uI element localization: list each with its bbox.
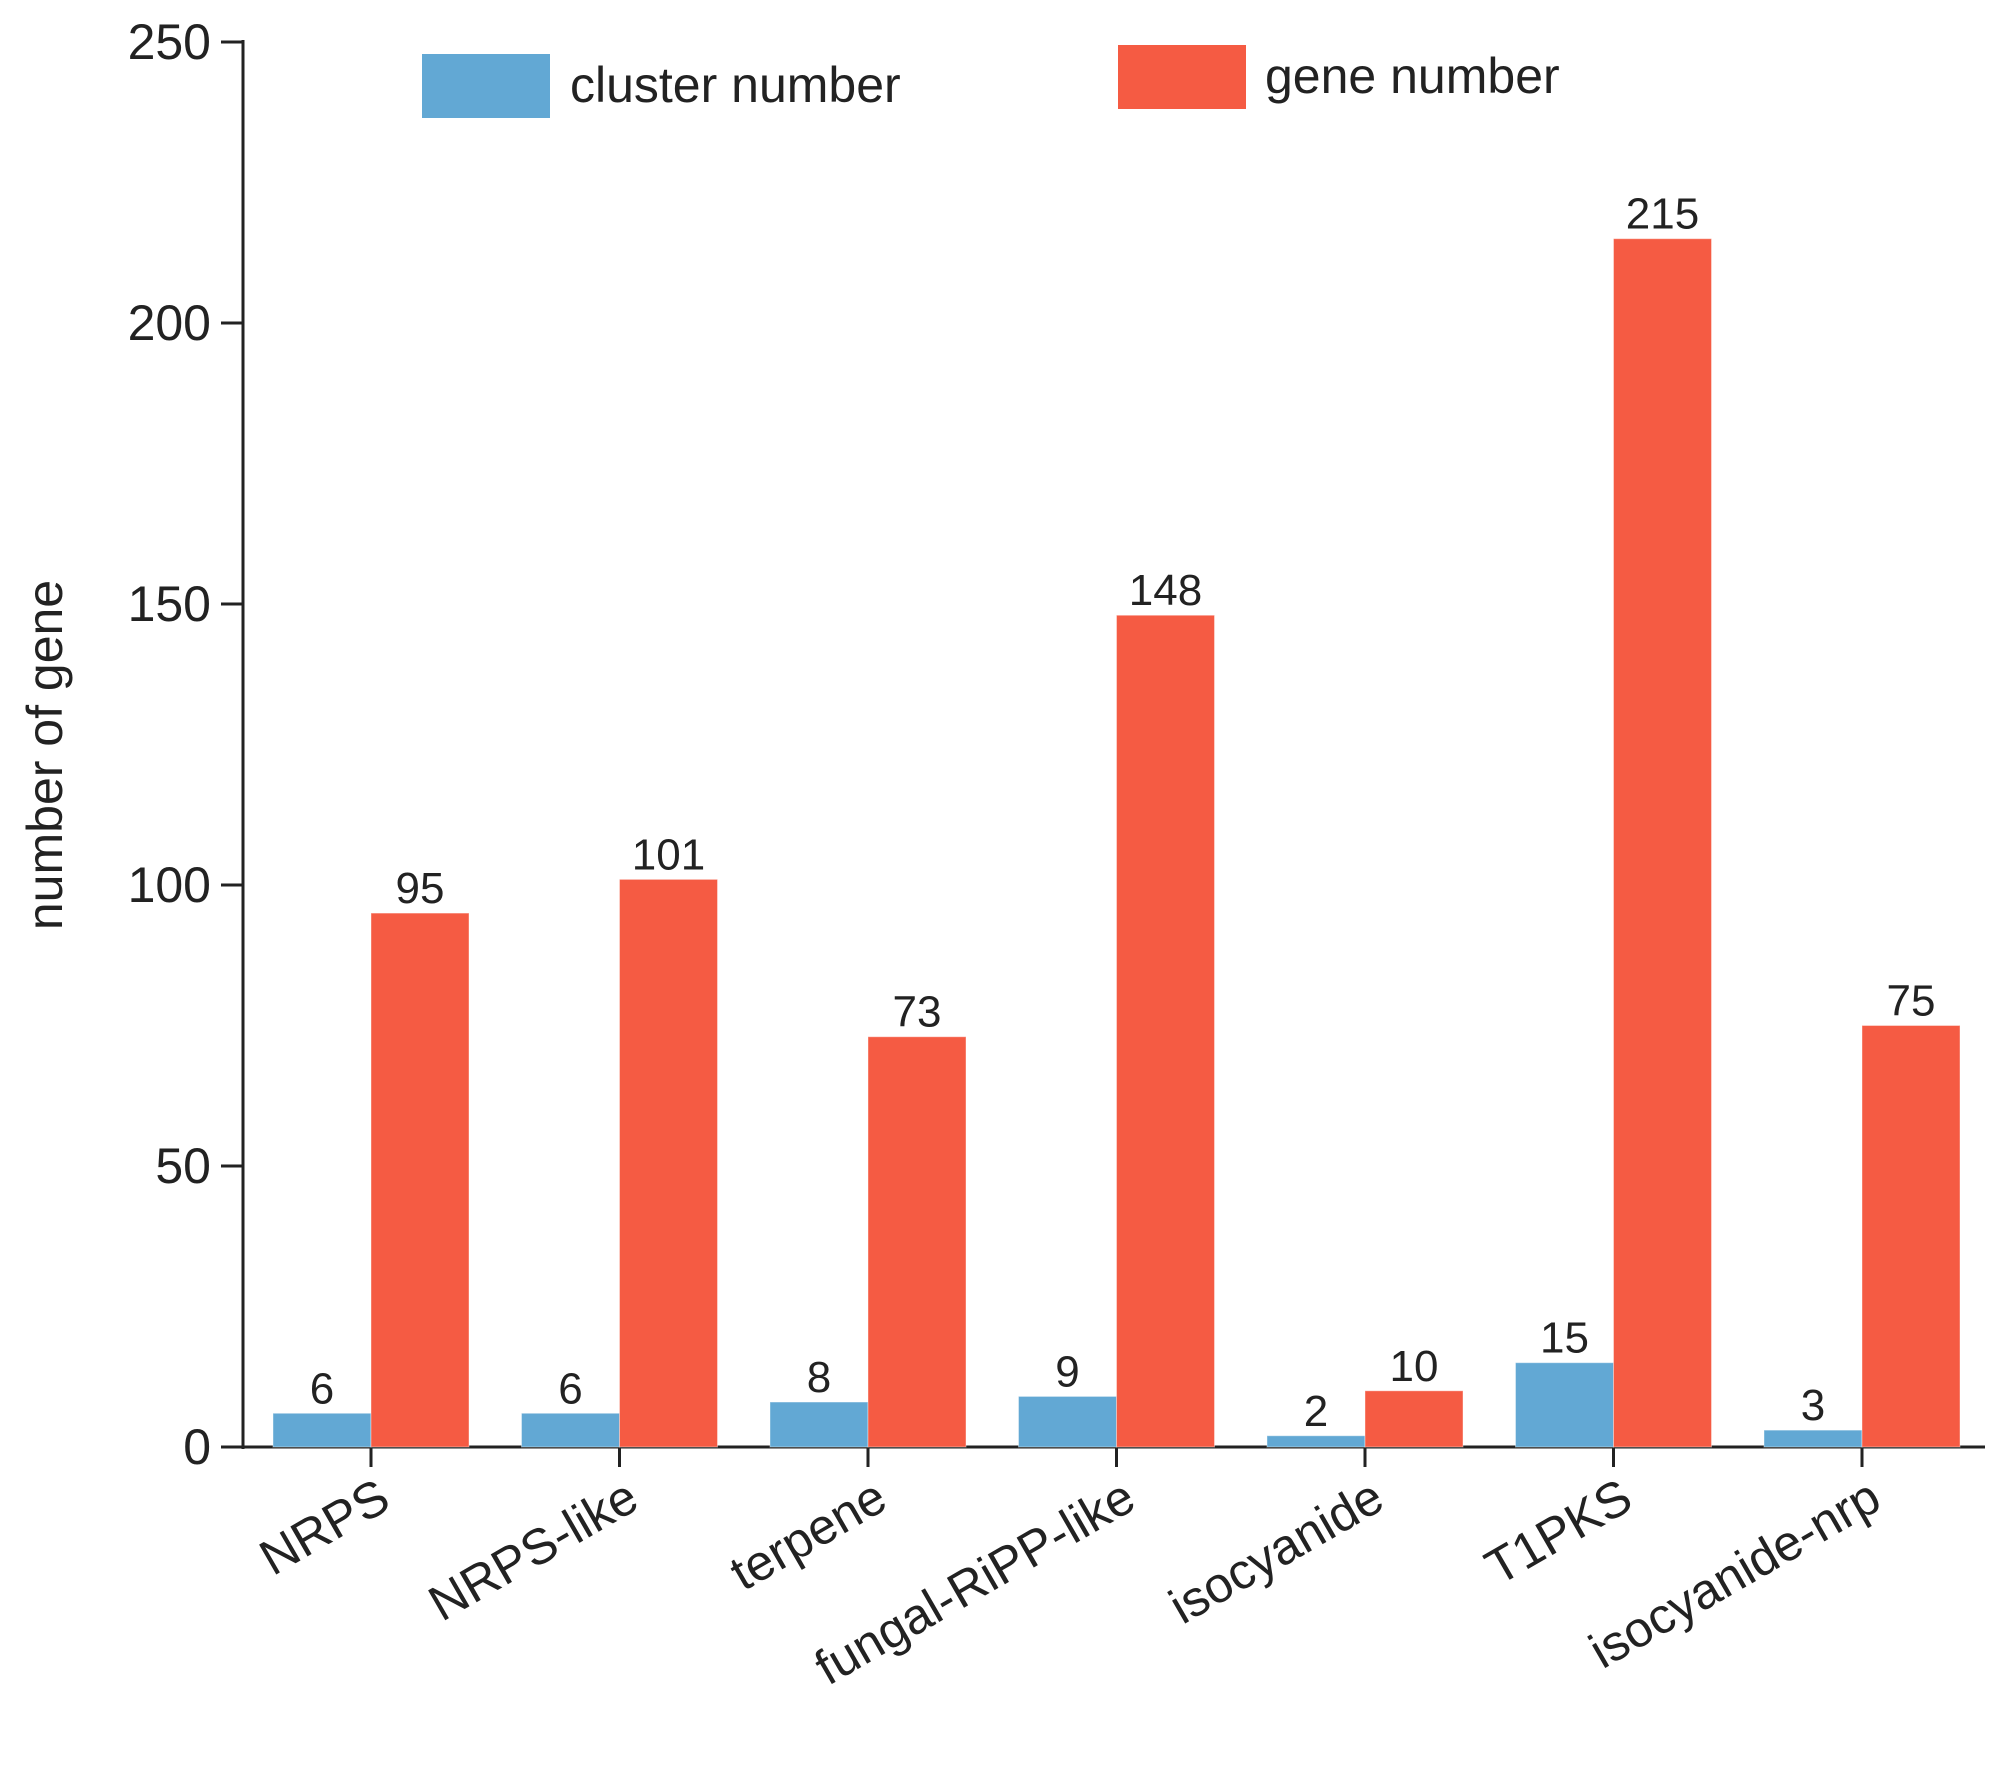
- gene-bar: [370, 912, 470, 1448]
- legend-swatch: [422, 54, 550, 118]
- y-tick-label: 200: [128, 295, 211, 351]
- gene-bar: [1861, 1025, 1961, 1448]
- x-tick-label: NRPS-like: [419, 1468, 647, 1632]
- cluster-bar: [1515, 1362, 1614, 1448]
- cluster-bar: [1763, 1429, 1863, 1448]
- data-label: 3: [1801, 1381, 1825, 1430]
- data-label: 8: [807, 1353, 831, 1402]
- data-label: 73: [893, 988, 942, 1037]
- data-label: 101: [632, 830, 705, 879]
- data-label: 2: [1304, 1387, 1328, 1436]
- x-tick-label: NRPS: [250, 1468, 398, 1586]
- y-tick-label: 100: [128, 857, 211, 913]
- gene-bar: [867, 1036, 967, 1448]
- gene-bar: [619, 878, 718, 1448]
- y-tick-label: 50: [155, 1138, 211, 1194]
- x-tick-label: isocyanide: [1160, 1468, 1393, 1635]
- x-tick-label: T1PKS: [1476, 1468, 1641, 1596]
- data-label: 75: [1887, 977, 1936, 1026]
- legend-label: gene number: [1265, 48, 1560, 104]
- data-label: 215: [1626, 190, 1699, 239]
- data-label: 9: [1055, 1347, 1079, 1396]
- legend-swatch: [1118, 45, 1246, 109]
- y-tick-label: 150: [128, 576, 211, 632]
- data-label: 6: [558, 1364, 582, 1413]
- cluster-bar: [769, 1401, 869, 1448]
- y-axis-label: number of gene: [17, 580, 73, 930]
- cluster-bar: [1018, 1395, 1117, 1448]
- legend: cluster number gene number: [422, 45, 1560, 118]
- cluster-bar: [272, 1412, 372, 1448]
- gene-bar: [1613, 238, 1712, 1448]
- data-label: 15: [1540, 1314, 1589, 1363]
- gene-bar: [1364, 1390, 1464, 1448]
- data-label: 6: [310, 1364, 334, 1413]
- cluster-bar: [521, 1412, 620, 1448]
- y-tick-label: 0: [183, 1419, 211, 1475]
- y-tick-label: 250: [128, 14, 211, 70]
- cluster-bar: [1266, 1435, 1366, 1448]
- legend-label: cluster number: [570, 57, 901, 113]
- data-label: 10: [1390, 1342, 1439, 1391]
- bars: 6 95 6 101 8 73 9 148 2 10 15 215 3 75: [272, 190, 1961, 1448]
- data-label: 95: [396, 864, 445, 913]
- gene-bar: [1116, 614, 1215, 1448]
- x-tick-label: terpene: [721, 1468, 896, 1601]
- data-label: 148: [1129, 566, 1202, 615]
